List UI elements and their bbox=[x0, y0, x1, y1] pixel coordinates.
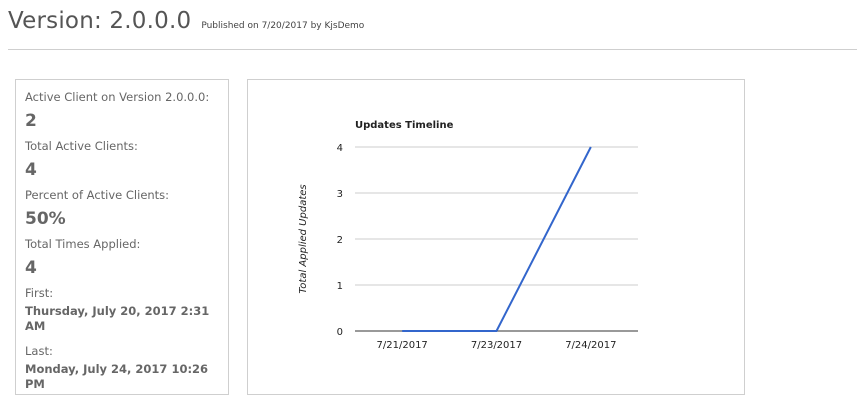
percent-value: 50% bbox=[25, 209, 66, 229]
first-date-value: Thursday, July 20, 2017 2:31 AM bbox=[25, 304, 210, 333]
chart-x-tick-label: 7/23/2017 bbox=[471, 340, 522, 351]
chart-x-tick-labels: 7/21/2017 7/23/2017 7/24/2017 bbox=[377, 340, 617, 351]
active-client-value: 2 bbox=[25, 111, 37, 131]
header-divider bbox=[8, 49, 857, 50]
updates-timeline-chart: 0 1 2 3 4 7/21/2017 7/23/2017 7/24/2017 Update… bbox=[247, 79, 745, 395]
active-client-label: Active Client on Version 2.0.0.0: bbox=[25, 90, 210, 104]
page-header: Version: 2.0.0.0 Published on 7/20/2017 … bbox=[8, 8, 364, 42]
times-applied-label: Total Times Applied: bbox=[25, 237, 141, 251]
percent-label: Percent of Active Clients: bbox=[25, 188, 170, 202]
chart-x-tick-label: 7/24/2017 bbox=[565, 340, 616, 351]
chart-series bbox=[402, 146, 592, 332]
chart-x-tick-label: 7/21/2017 bbox=[377, 340, 428, 351]
total-active-label: Total Active Clients: bbox=[25, 139, 138, 153]
chart-y-tick-label: 3 bbox=[337, 189, 343, 200]
first-label: First: bbox=[25, 286, 54, 300]
total-active-value: 4 bbox=[25, 160, 37, 180]
last-label: Last: bbox=[25, 344, 53, 358]
stats-panel: Active Client on Version 2.0.0.0: 2 Tota… bbox=[15, 79, 229, 395]
chart-svg: 0 1 2 3 4 7/21/2017 7/23/2017 7/24/2017 Update… bbox=[298, 120, 638, 351]
chart-y-tick-label: 2 bbox=[337, 235, 343, 246]
chart-y-tick-labels: 0 1 2 3 4 bbox=[337, 143, 343, 338]
last-date-value: Monday, July 24, 2017 10:26 PM bbox=[25, 362, 209, 391]
chart-y-axis-label: Total Applied Updates bbox=[298, 184, 309, 293]
chart-y-tick-label: 0 bbox=[337, 327, 343, 338]
chart-y-tick-label: 1 bbox=[337, 281, 343, 292]
times-applied-value: 4 bbox=[25, 258, 37, 278]
chart-y-tick-label: 4 bbox=[337, 143, 343, 154]
version-title: Version: 2.0.0.0 bbox=[8, 8, 192, 34]
chart-title: Updates Timeline bbox=[355, 120, 454, 131]
published-info: Published on 7/20/2017 by KjsDemo bbox=[201, 21, 365, 31]
chart-gridlines bbox=[355, 146, 638, 332]
